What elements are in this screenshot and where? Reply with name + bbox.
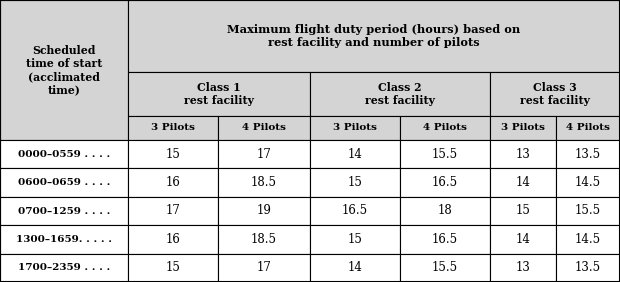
Text: 18.5: 18.5 (251, 176, 277, 189)
Bar (310, 225, 400, 254)
Bar (400, 254, 490, 282)
Text: 16: 16 (166, 176, 180, 189)
Bar (128, 197, 218, 225)
Bar (556, 225, 620, 254)
Bar (490, 254, 556, 282)
Text: 13.5: 13.5 (575, 148, 601, 161)
Text: Class 2
rest facility: Class 2 rest facility (365, 82, 435, 106)
Bar (310, 197, 400, 225)
Bar (218, 116, 310, 140)
Bar (310, 116, 400, 140)
Bar (218, 140, 310, 168)
Text: 15: 15 (166, 148, 180, 161)
Bar (400, 140, 490, 168)
Text: 3 Pilots: 3 Pilots (151, 124, 195, 133)
Text: 16: 16 (166, 233, 180, 246)
Text: 0000–0559 . . . .: 0000–0559 . . . . (18, 150, 110, 159)
Bar (556, 254, 620, 282)
Text: 18: 18 (438, 204, 453, 217)
Text: 14: 14 (348, 148, 363, 161)
Text: 14.5: 14.5 (575, 233, 601, 246)
Text: 15.5: 15.5 (432, 261, 458, 274)
Text: 13: 13 (516, 148, 531, 161)
Bar (218, 225, 310, 254)
Bar (0, 140, 128, 168)
Bar (128, 140, 218, 168)
Text: 15.5: 15.5 (432, 148, 458, 161)
Text: 3 Pilots: 3 Pilots (333, 124, 377, 133)
Bar (0, 254, 128, 282)
Bar (218, 197, 310, 225)
Text: 13.5: 13.5 (575, 261, 601, 274)
Text: 17: 17 (257, 261, 272, 274)
Text: 16.5: 16.5 (342, 204, 368, 217)
Text: Class 1
rest facility: Class 1 rest facility (184, 82, 254, 106)
Bar (310, 254, 400, 282)
Bar (0, 168, 128, 197)
Bar (490, 168, 556, 197)
Text: 15: 15 (516, 204, 531, 217)
Text: 14: 14 (516, 233, 531, 246)
Text: 0600–0659 . . . .: 0600–0659 . . . . (18, 178, 110, 187)
Bar (310, 168, 400, 197)
Text: 4 Pilots: 4 Pilots (242, 124, 286, 133)
Bar (490, 197, 556, 225)
Text: 4 Pilots: 4 Pilots (566, 124, 610, 133)
Bar (400, 225, 490, 254)
Text: 13: 13 (516, 261, 531, 274)
Bar (128, 0, 620, 72)
Bar (310, 72, 490, 116)
Text: 15: 15 (348, 176, 363, 189)
Text: Class 3
rest facility: Class 3 rest facility (520, 82, 590, 106)
Bar (128, 168, 218, 197)
Text: 16.5: 16.5 (432, 176, 458, 189)
Bar (218, 254, 310, 282)
Text: 1300–1659. . . . .: 1300–1659. . . . . (16, 235, 112, 244)
Text: Scheduled
time of start
(acclimated
time): Scheduled time of start (acclimated time… (26, 45, 102, 95)
Text: 17: 17 (166, 204, 180, 217)
Text: 14: 14 (516, 176, 531, 189)
Bar (490, 72, 620, 116)
Bar (400, 197, 490, 225)
Text: 17: 17 (257, 148, 272, 161)
Bar (310, 140, 400, 168)
Text: 15: 15 (348, 233, 363, 246)
Text: 15.5: 15.5 (575, 204, 601, 217)
Bar (490, 140, 556, 168)
Bar (490, 116, 556, 140)
Bar (556, 116, 620, 140)
Text: 14.5: 14.5 (575, 176, 601, 189)
Bar (0, 225, 128, 254)
Text: 19: 19 (257, 204, 272, 217)
Bar (400, 168, 490, 197)
Text: 15: 15 (166, 261, 180, 274)
Bar (400, 116, 490, 140)
Bar (128, 225, 218, 254)
Bar (556, 140, 620, 168)
Text: 14: 14 (348, 261, 363, 274)
Text: 18.5: 18.5 (251, 233, 277, 246)
Bar (128, 72, 310, 116)
Bar (490, 225, 556, 254)
Text: 0700–1259 . . . .: 0700–1259 . . . . (18, 206, 110, 215)
Bar (0, 0, 128, 140)
Text: 1700–2359 . . . .: 1700–2359 . . . . (18, 263, 110, 272)
Bar (0, 197, 128, 225)
Text: 3 Pilots: 3 Pilots (501, 124, 545, 133)
Bar (218, 168, 310, 197)
Bar (556, 197, 620, 225)
Text: 4 Pilots: 4 Pilots (423, 124, 467, 133)
Bar (128, 116, 218, 140)
Bar (556, 168, 620, 197)
Text: Maximum flight duty period (hours) based on
rest facility and number of pilots: Maximum flight duty period (hours) based… (228, 24, 521, 48)
Text: 16.5: 16.5 (432, 233, 458, 246)
Bar (128, 254, 218, 282)
